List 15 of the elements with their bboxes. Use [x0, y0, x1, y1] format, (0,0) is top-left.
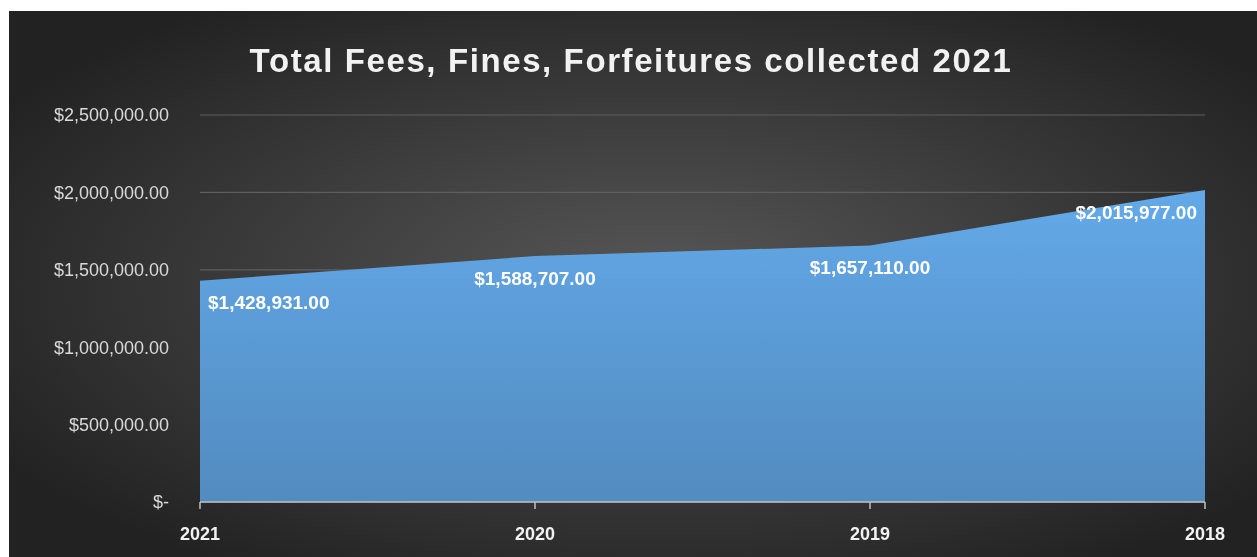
y-tick-label: $1,000,000.00 [53, 337, 169, 358]
x-tick-label: 2019 [849, 524, 891, 544]
data-label: $2,015,977.00 [1075, 201, 1197, 223]
x-tick-label: 2018 [1184, 524, 1226, 544]
y-tick-label: $2,500,000.00 [53, 105, 169, 126]
data-label: $1,588,707.00 [474, 267, 596, 289]
y-tick-label: $2,000,000.00 [53, 182, 169, 203]
y-tick-label: $- [152, 492, 169, 513]
x-tick-label: 2021 [179, 524, 221, 544]
x-tick-label: 2020 [514, 524, 556, 544]
data-label: $1,428,931.00 [208, 292, 330, 314]
chart-title: Total Fees, Fines, Forfeitures collected 2021 [249, 42, 1013, 79]
y-tick-label: $500,000.00 [68, 414, 169, 435]
data-label: $1,657,110.00 [809, 257, 931, 279]
y-tick-label: $1,500,000.00 [53, 260, 169, 281]
